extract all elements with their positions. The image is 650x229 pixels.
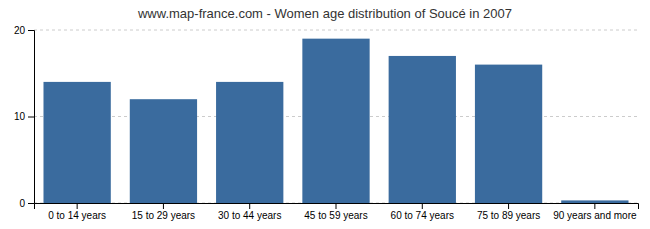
y-tick-mark — [28, 30, 34, 31]
x-tick: 0 to 14 years — [48, 203, 106, 221]
y-tick-label: 0 — [19, 198, 25, 209]
bars — [43, 39, 628, 203]
y-axis: 0 10 20 — [14, 25, 35, 209]
x-tick: 90 years and more — [553, 203, 637, 221]
x-axis: 0 to 14 years 15 to 29 years 30 to 44 year… — [35, 203, 639, 221]
y-tick-mark — [28, 117, 34, 118]
x-tick-mark — [508, 203, 509, 209]
x-tick: 30 to 44 years — [218, 203, 281, 221]
x-tick-mark — [163, 203, 164, 209]
x-tick: 45 to 59 years — [304, 203, 367, 221]
x-tick-label: 75 to 89 years — [477, 210, 540, 221]
bar — [302, 39, 369, 203]
bar — [389, 56, 456, 203]
bar — [475, 65, 542, 203]
x-tick-label: 45 to 59 years — [304, 210, 367, 221]
x-tick: 60 to 74 years — [391, 203, 454, 221]
x-tick-mark — [422, 203, 423, 209]
grid — [34, 30, 638, 203]
y-tick-mark — [28, 203, 34, 204]
bar — [561, 200, 628, 203]
x-tick-mark — [249, 203, 250, 209]
x-tick-label: 90 years and more — [553, 210, 637, 221]
bar — [216, 82, 283, 203]
y-tick: 10 — [14, 111, 34, 122]
x-axis-line — [35, 204, 639, 210]
plot-area: 0 to 14 years 15 to 29 years 30 to 44 year… — [14, 25, 639, 221]
bar — [130, 99, 197, 203]
y-tick: 20 — [14, 25, 34, 36]
x-tick-label: 60 to 74 years — [391, 210, 454, 221]
grid-line — [34, 30, 638, 31]
x-tick-label: 0 to 14 years — [48, 210, 106, 221]
x-tick-mark — [594, 203, 595, 209]
x-tick-mark — [336, 203, 337, 209]
y-axis-line — [28, 31, 35, 204]
y-tick: 0 — [19, 198, 34, 209]
y-tick-label: 20 — [14, 25, 26, 36]
x-tick-label: 30 to 44 years — [218, 210, 281, 221]
chart-svg: www.map-france.com - Women age distribut… — [0, 0, 650, 229]
bar — [43, 82, 110, 203]
y-tick-label: 10 — [14, 111, 26, 122]
x-tick: 75 to 89 years — [477, 203, 540, 221]
chart-title: www.map-france.com - Women age distribut… — [137, 6, 512, 21]
x-tick-mark — [77, 203, 78, 209]
x-tick-label: 15 to 29 years — [132, 210, 195, 221]
x-tick: 15 to 29 years — [132, 203, 195, 221]
